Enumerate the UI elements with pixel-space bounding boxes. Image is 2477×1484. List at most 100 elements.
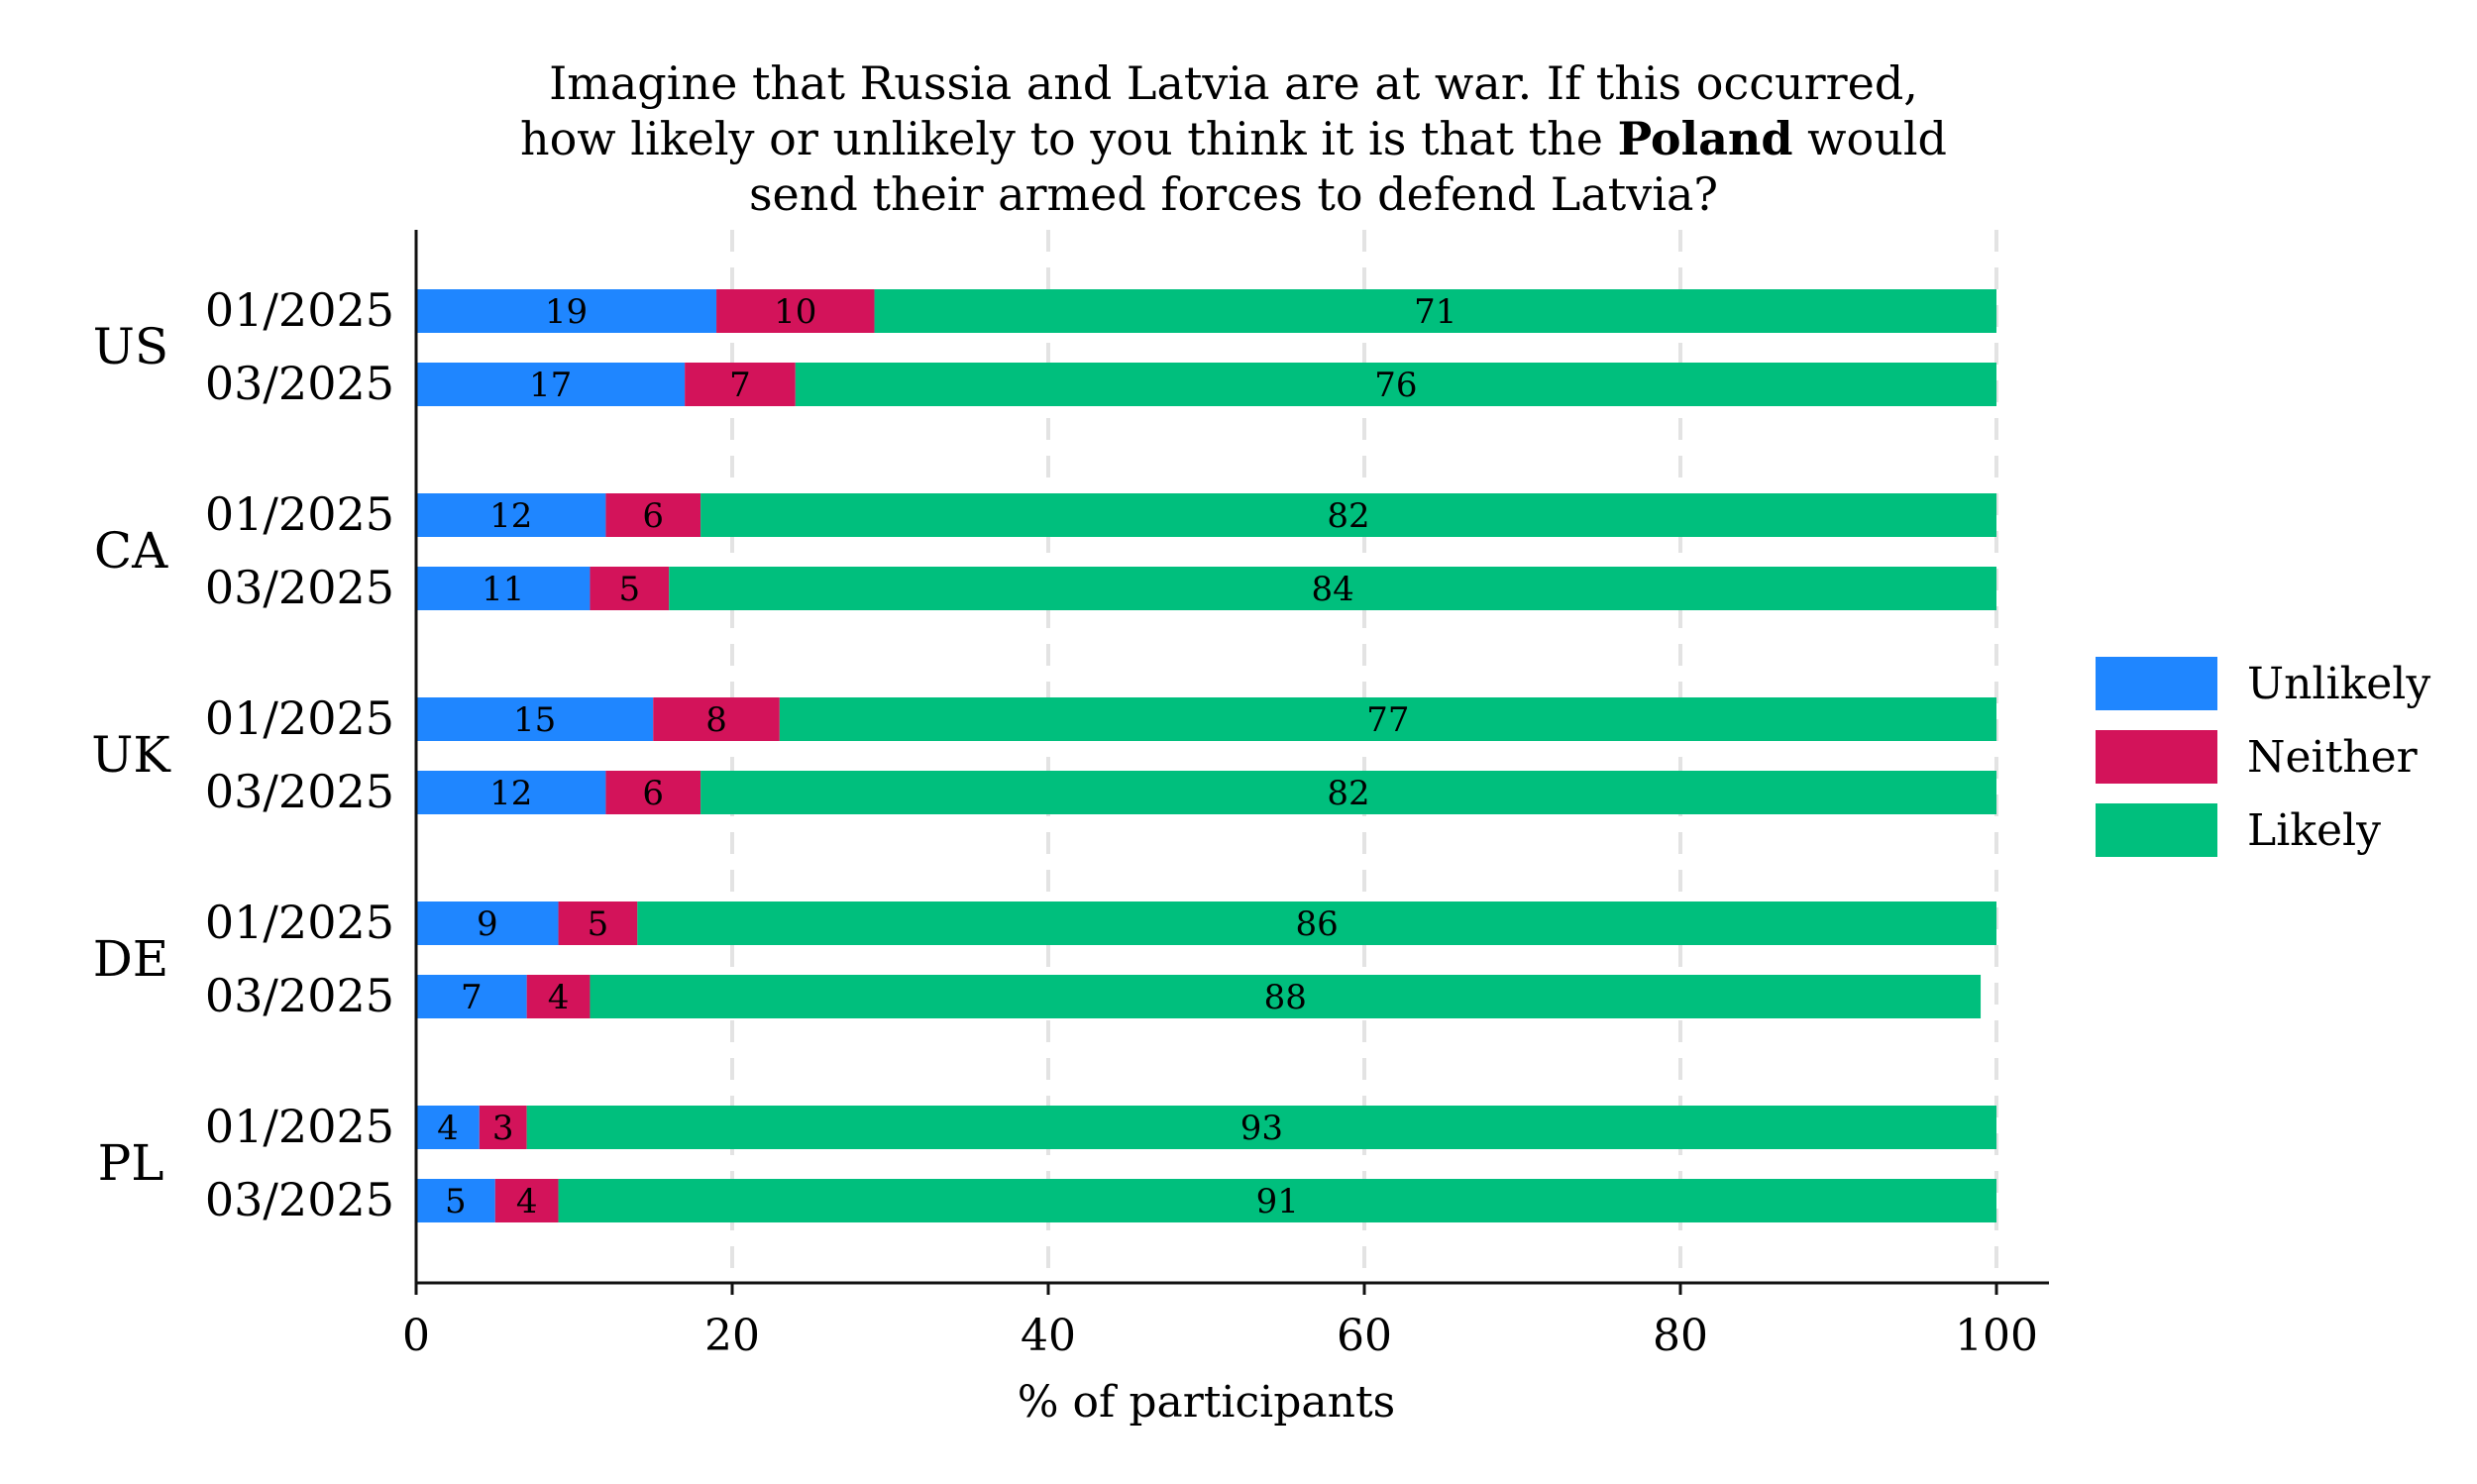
bar-segment-likely xyxy=(637,901,1996,945)
row-label: 03/2025 xyxy=(205,1173,394,1226)
bar-value-label: 12 xyxy=(489,774,532,813)
bar-segment-neither xyxy=(558,901,638,945)
bar-segment-unlikely xyxy=(416,697,654,741)
bar-segment-likely xyxy=(590,975,1982,1018)
bar-value-label: 6 xyxy=(642,774,664,813)
bar-segment-likely xyxy=(700,771,1996,814)
bar-segment-likely xyxy=(669,567,1997,610)
bar-segment-unlikely xyxy=(416,289,717,333)
x-tick-label: 40 xyxy=(1021,1311,1076,1361)
x-tick-label: 80 xyxy=(1653,1311,1708,1361)
row-label: 01/2025 xyxy=(205,691,394,745)
bar-segment-neither xyxy=(526,975,591,1018)
x-tick-label: 0 xyxy=(402,1311,430,1361)
bar-value-label: 19 xyxy=(545,292,588,332)
bar-value-label: 71 xyxy=(1414,292,1456,332)
title-segment-2-1: how likely or unlikely to you think it i… xyxy=(520,112,1618,165)
title-line-3: send their armed forces to defend Latvia… xyxy=(749,167,1718,221)
row-label: 03/2025 xyxy=(205,357,394,410)
title-segment-2-2: Poland xyxy=(1618,112,1793,165)
row-label: 03/2025 xyxy=(205,765,394,818)
bar-value-label: 93 xyxy=(1240,1109,1283,1148)
group-label: DE xyxy=(93,930,169,988)
bar-segment-neither xyxy=(494,1179,559,1222)
bar-segment-unlikely xyxy=(416,771,606,814)
bar-value-label: 11 xyxy=(482,570,524,609)
x-axis-title: % of participants xyxy=(1018,1377,1395,1428)
bar-value-label: 88 xyxy=(1264,978,1307,1017)
bar-segment-likely xyxy=(795,363,1996,406)
title-segment-2-3: would xyxy=(1793,112,1947,165)
legend-label: Likely xyxy=(2247,805,2381,856)
legend-label: Neither xyxy=(2247,732,2419,783)
x-tick-label: 100 xyxy=(1955,1311,2038,1361)
bar-value-label: 82 xyxy=(1327,496,1369,536)
bar-value-label: 5 xyxy=(588,904,609,944)
bar-segment-unlikely xyxy=(416,493,606,537)
bar-value-label: 4 xyxy=(437,1109,459,1148)
bar-segment-neither xyxy=(685,363,796,406)
chart-title: Imagine that Russia and Latvia are at wa… xyxy=(520,56,1947,221)
bar-segment-neither xyxy=(590,567,670,610)
group-ca: CA 01/2025 12 6 82 03/2025 11 5 84 xyxy=(94,487,1997,614)
bar-value-label: 7 xyxy=(729,366,751,405)
title-line-2: how likely or unlikely to you think it i… xyxy=(520,112,1947,165)
bar-value-label: 3 xyxy=(492,1109,514,1148)
bar-value-label: 15 xyxy=(513,700,556,740)
bar-value-label: 12 xyxy=(489,496,532,536)
row-label: 03/2025 xyxy=(205,561,394,614)
legend-item-likely: Likely xyxy=(2096,803,2381,857)
group-label: CA xyxy=(94,522,168,580)
bar-value-label: 77 xyxy=(1366,700,1409,740)
title-segment-3-1: send their armed forces to defend Latvia… xyxy=(749,167,1718,221)
group-label: US xyxy=(93,318,168,375)
legend-label: Unlikely xyxy=(2247,659,2430,709)
bar-value-label: 4 xyxy=(548,978,570,1017)
group-us: US 01/2025 19 10 71 03/2025 17 7 76 xyxy=(93,283,1996,410)
row-label: 03/2025 xyxy=(205,969,394,1022)
x-tick-label: 60 xyxy=(1337,1311,1392,1361)
bar-segment-neither xyxy=(479,1106,527,1149)
bar-segment-neither xyxy=(653,697,780,741)
group-de: DE 01/2025 9 5 86 03/2025 7 4 88 xyxy=(93,896,1996,1022)
bar-value-label: 5 xyxy=(619,570,641,609)
legend-item-neither: Neither xyxy=(2096,730,2419,784)
bar-value-label: 91 xyxy=(1256,1182,1299,1221)
bar-value-label: 6 xyxy=(642,496,664,536)
bar-segment-unlikely xyxy=(416,363,686,406)
bar-segment-neither xyxy=(716,289,875,333)
group-pl: PL 01/2025 4 3 93 03/2025 5 4 91 xyxy=(98,1100,1996,1226)
group-label: PL xyxy=(98,1134,164,1192)
legend-item-unlikely: Unlikely xyxy=(2096,657,2430,710)
legend-swatch xyxy=(2096,730,2217,784)
bar-segment-unlikely xyxy=(416,567,591,610)
legend-swatch xyxy=(2096,803,2217,857)
bar-segment-unlikely xyxy=(416,1106,480,1149)
bar-segment-unlikely xyxy=(416,1179,495,1222)
axes: 0 20 40 60 80 100 % of participants xyxy=(402,230,2049,1428)
bar-segment-likely xyxy=(779,697,1996,741)
bar-value-label: 84 xyxy=(1311,570,1353,609)
bar-value-label: 8 xyxy=(705,700,727,740)
bar-value-label: 17 xyxy=(529,366,572,405)
row-label: 01/2025 xyxy=(205,283,394,337)
bar-value-label: 86 xyxy=(1296,904,1339,944)
bar-segment-neither xyxy=(605,771,701,814)
bar-value-label: 4 xyxy=(516,1182,538,1221)
bar-value-label: 5 xyxy=(445,1182,467,1221)
row-label: 01/2025 xyxy=(205,487,394,541)
x-tick-label: 20 xyxy=(704,1311,760,1361)
bar-value-label: 9 xyxy=(477,904,498,944)
bar-segment-neither xyxy=(605,493,701,537)
bar-segment-likely xyxy=(558,1179,1996,1222)
bar-segment-likely xyxy=(526,1106,1996,1149)
title-line-1: Imagine that Russia and Latvia are at wa… xyxy=(549,56,1918,110)
bar-value-label: 7 xyxy=(461,978,483,1017)
bar-segment-likely xyxy=(700,493,1996,537)
row-label: 01/2025 xyxy=(205,896,394,949)
group-label: UK xyxy=(91,726,171,784)
bar-value-label: 82 xyxy=(1327,774,1369,813)
bar-segment-unlikely xyxy=(416,975,527,1018)
